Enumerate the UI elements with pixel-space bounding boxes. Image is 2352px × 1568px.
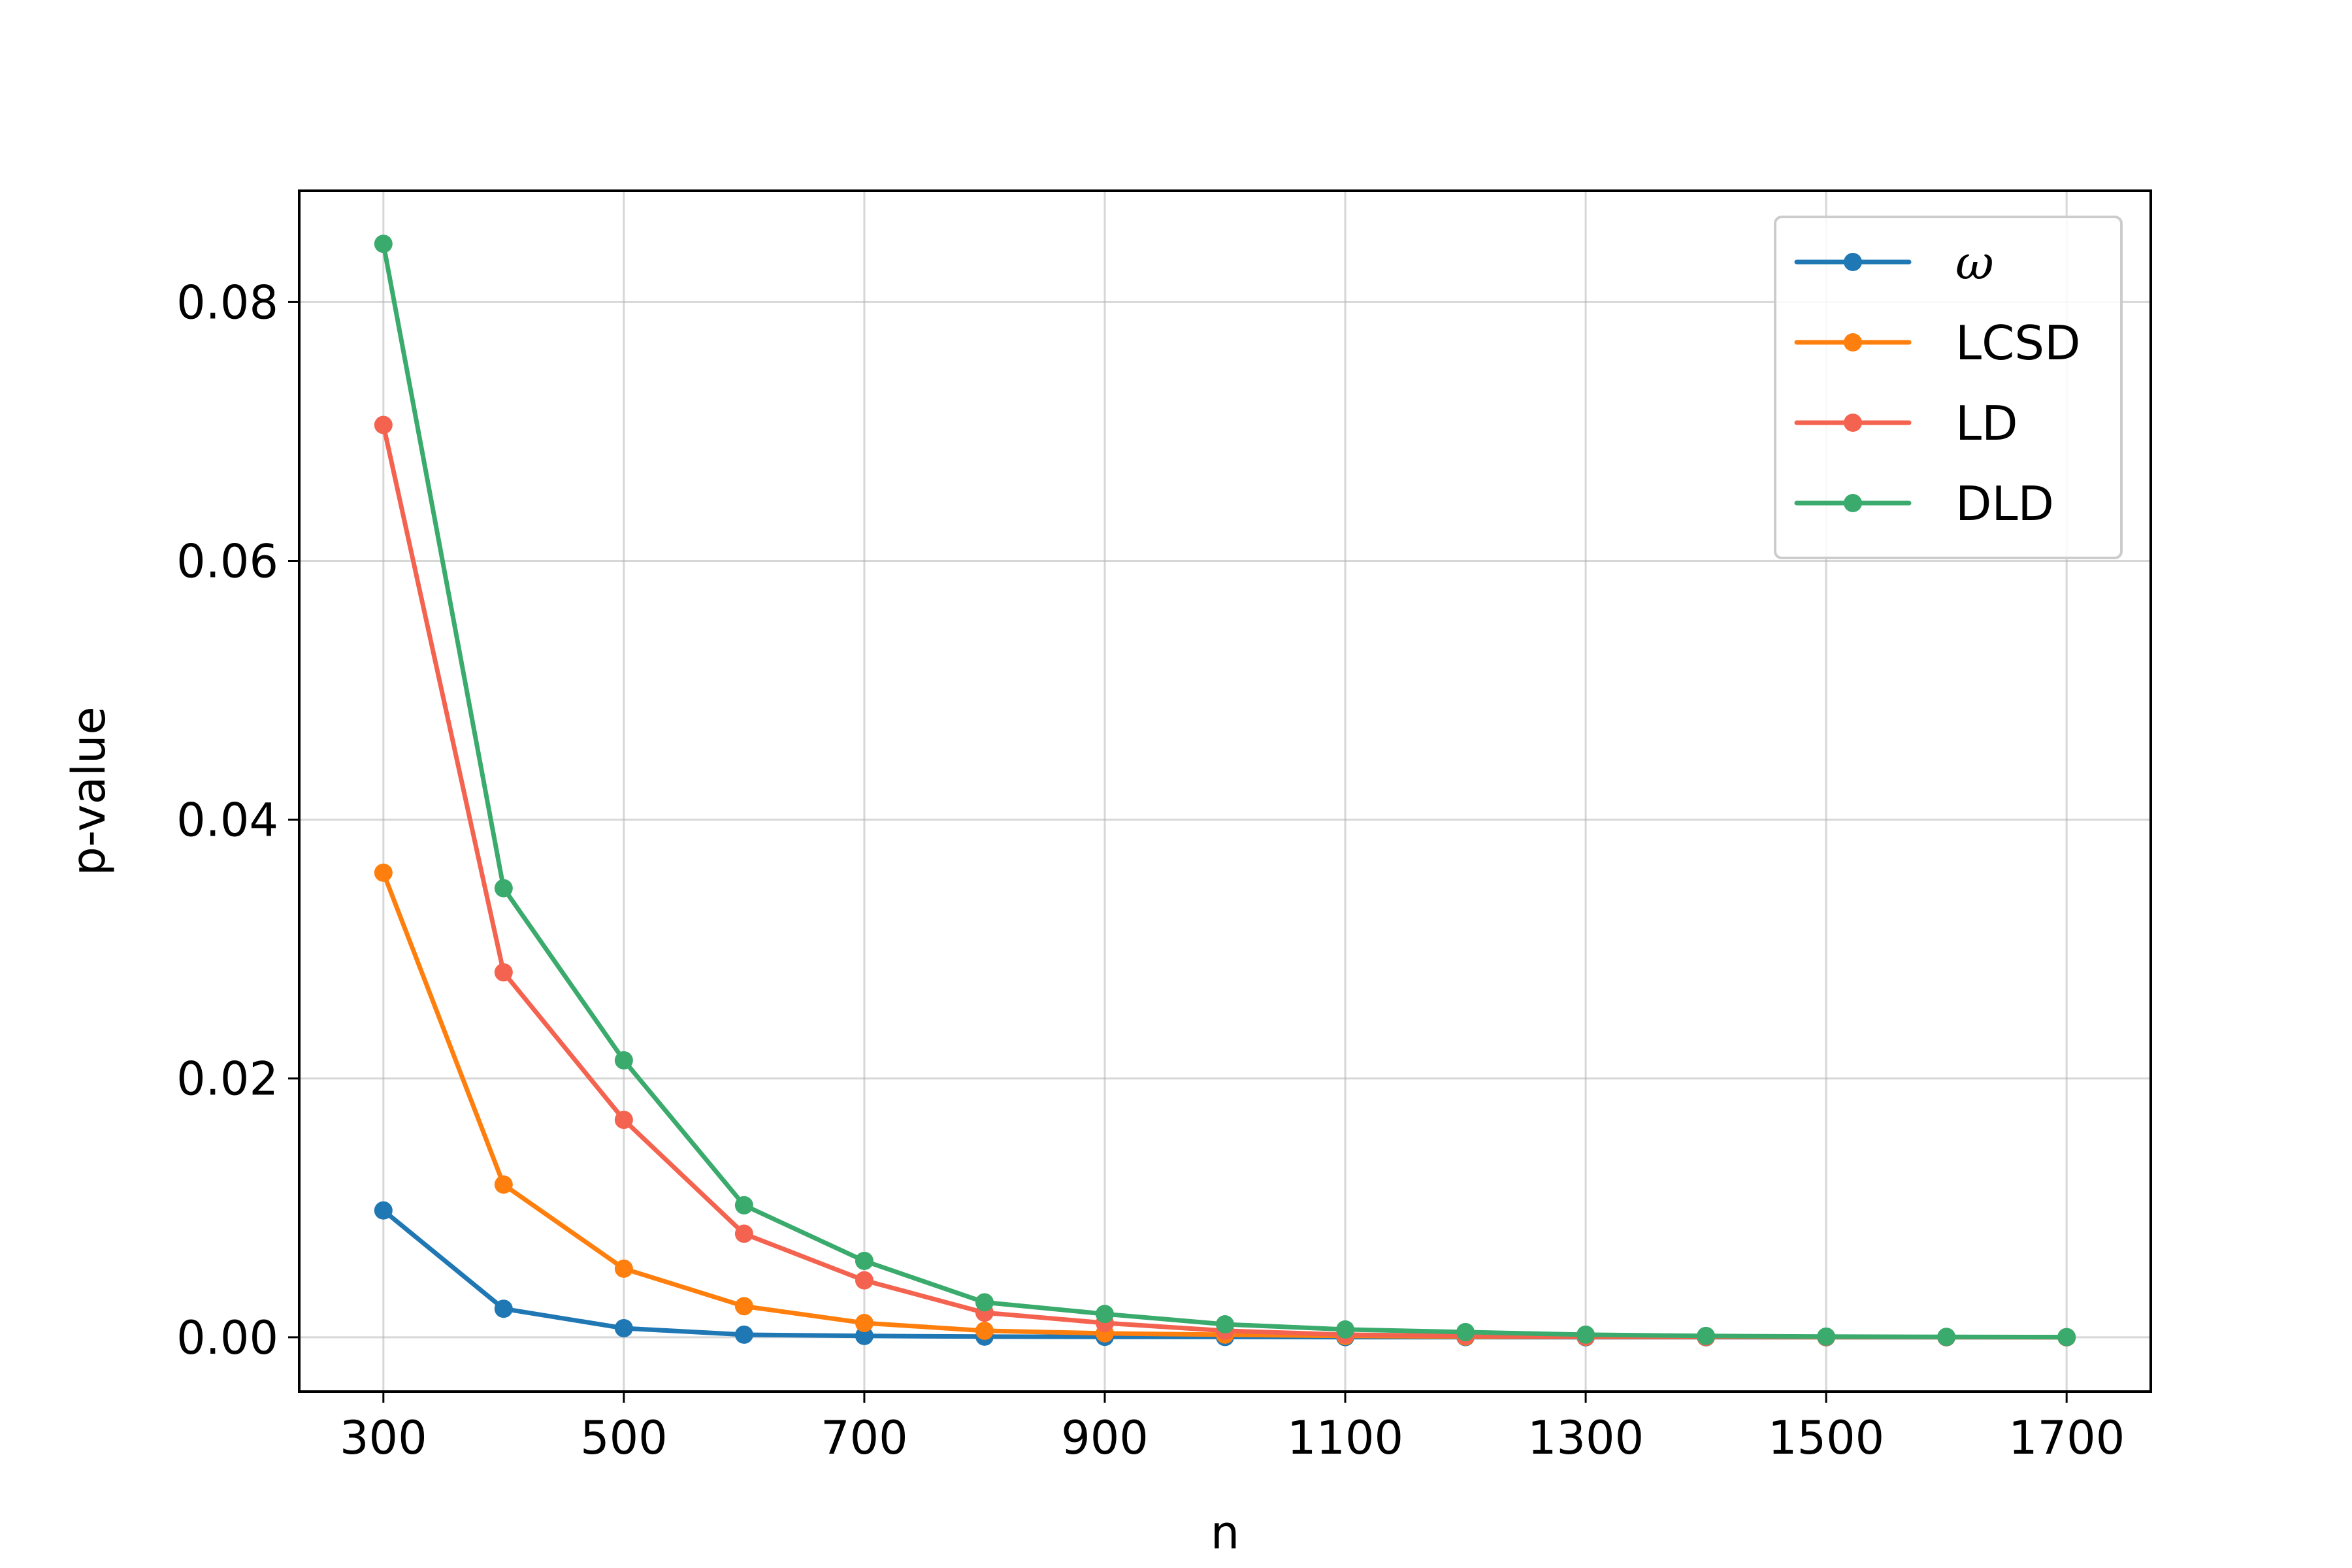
legend-item: LD: [1794, 396, 2018, 451]
legend-item: DLD: [1794, 476, 2054, 531]
data-point: [2057, 1328, 2076, 1347]
x-axis-label: n: [1211, 1506, 1239, 1560]
legend-label: LD: [1955, 396, 2018, 451]
data-point: [1216, 1315, 1234, 1334]
legend-label: DLD: [1955, 476, 2054, 531]
legend-frame: [1774, 216, 2123, 559]
data-point: [614, 1259, 633, 1278]
data-point: [494, 879, 513, 898]
data-point: [1576, 1325, 1595, 1344]
data-point: [734, 1196, 753, 1215]
data-point: [734, 1325, 753, 1344]
data-point: [975, 1321, 994, 1340]
grid: [299, 191, 2151, 1392]
x-tick-label: 1300: [1527, 1411, 1644, 1465]
x-tick-label: 500: [580, 1411, 668, 1465]
data-point: [614, 1318, 633, 1337]
data-point: [374, 1201, 393, 1220]
data-point: [1095, 1305, 1114, 1324]
legend: ω LCSD LD DLD: [1774, 216, 2123, 559]
data-point: [855, 1326, 874, 1345]
legend-marker: [1844, 494, 1862, 512]
data-point: [855, 1251, 874, 1270]
data-point: [374, 416, 393, 434]
legend-label: ω: [1955, 235, 1994, 290]
y-axis-label: p-value: [62, 706, 116, 875]
y-axis: 0.00 0.02 0.04 0.06 0.08: [176, 276, 299, 1365]
y-tick-label: 0.00: [176, 1311, 278, 1365]
data-point: [1456, 1322, 1475, 1341]
data-point: [1937, 1328, 1956, 1347]
legend-marker: [1844, 253, 1862, 271]
y-tick-label: 0.04: [176, 794, 278, 847]
data-point: [855, 1271, 874, 1290]
series-4: [374, 235, 2076, 1347]
data-point: [374, 863, 393, 882]
x-tick-label: 1100: [1287, 1411, 1403, 1465]
x-tick-label: 1500: [1768, 1411, 1884, 1465]
x-tick-label: 900: [1061, 1411, 1149, 1465]
x-tick-label: 1700: [2008, 1411, 2125, 1465]
x-axis: 300 500 700 900 1100 1300 1500 1700: [340, 1392, 2125, 1465]
data-point: [855, 1314, 874, 1333]
x-tick-label: 300: [340, 1411, 427, 1465]
data-point: [494, 1299, 513, 1318]
y-tick-label: 0.06: [176, 534, 278, 588]
legend-marker: [1844, 333, 1862, 351]
legend-item: LCSD: [1794, 316, 2081, 370]
data-point: [374, 235, 393, 253]
data-point: [1817, 1327, 1836, 1346]
data-point: [975, 1293, 994, 1312]
series-layer: [374, 235, 2076, 1347]
plot-frame: [298, 189, 2152, 1393]
x-tick-label: 700: [821, 1411, 908, 1465]
data-point: [1697, 1326, 1716, 1345]
data-point: [1336, 1320, 1355, 1339]
y-tick-label: 0.02: [176, 1053, 278, 1106]
legend-marker: [1844, 414, 1862, 432]
legend-item: ω: [1794, 235, 1994, 290]
data-point: [734, 1297, 753, 1316]
legend-label: LCSD: [1955, 316, 2081, 370]
y-tick-label: 0.08: [176, 276, 278, 329]
data-point: [494, 1175, 513, 1194]
data-point: [734, 1224, 753, 1243]
data-point: [614, 1051, 633, 1070]
data-point: [614, 1111, 633, 1130]
data-point: [494, 963, 513, 982]
